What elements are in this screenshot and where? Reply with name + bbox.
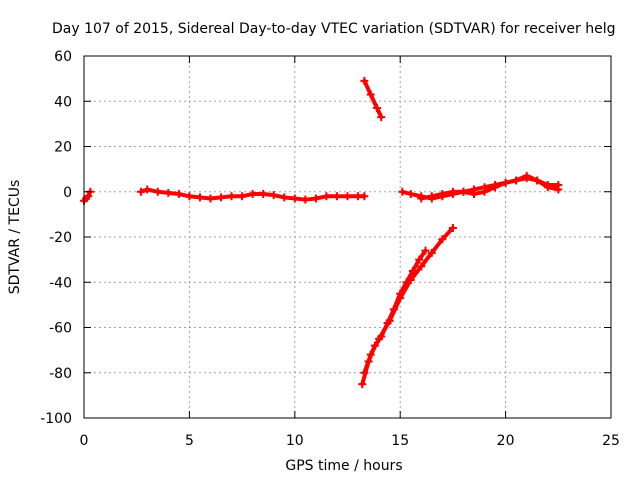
y-tick-label: 60: [54, 49, 72, 65]
data-point: [185, 192, 194, 201]
x-tick-label: 10: [286, 433, 304, 449]
data-point: [533, 176, 542, 185]
y-tick-label: -20: [49, 230, 72, 246]
data-point: [406, 190, 415, 199]
chart-title: Day 107 of 2015, Sidereal Day-to-day VTE…: [52, 21, 615, 37]
x-tick-label: 0: [80, 433, 89, 449]
data-point: [290, 194, 299, 203]
data-point: [415, 255, 424, 264]
data-point: [375, 334, 384, 343]
data-point: [448, 223, 457, 232]
y-tick-label: 20: [54, 140, 72, 156]
data-point: [459, 187, 468, 196]
data-point: [512, 176, 521, 185]
data-point: [438, 235, 447, 244]
data-point: [385, 316, 394, 325]
data-point: [427, 192, 436, 201]
data-series: [80, 76, 563, 389]
tick-labels: 0 5 10 15 20 25 -100 -80 -60 -40 -20 0 20 40 60: [40, 49, 620, 449]
data-point: [217, 193, 226, 202]
data-point: [343, 192, 352, 201]
series-track-3: [362, 78, 384, 120]
data-point: [522, 171, 531, 180]
data-point: [421, 246, 430, 255]
data-point: [332, 192, 341, 201]
data-point: [417, 262, 426, 271]
data-point: [448, 187, 457, 196]
data-point: [360, 368, 369, 377]
y-tick-label: 0: [63, 185, 72, 201]
data-point: [396, 294, 405, 303]
data-point: [366, 90, 375, 99]
series-track-5: [362, 225, 455, 375]
data-point: [195, 193, 204, 202]
data-point: [366, 350, 375, 359]
data-point: [153, 187, 162, 196]
data-point: [301, 195, 310, 204]
data-point: [469, 190, 478, 199]
data-point: [554, 185, 563, 194]
data-point: [438, 190, 447, 199]
data-point: [143, 185, 152, 194]
data-point: [398, 187, 407, 196]
y-axis-title: SDTVAR / TECUs: [7, 180, 23, 295]
x-axis-title: GPS time / hours: [285, 458, 402, 474]
data-point: [311, 194, 320, 203]
data-point: [269, 191, 278, 200]
data-point: [259, 190, 268, 199]
data-point: [427, 248, 436, 257]
x-tick-label: 25: [602, 433, 620, 449]
data-point: [322, 192, 331, 201]
y-tick-label: 40: [54, 94, 72, 110]
data-point: [164, 188, 173, 197]
data-point: [280, 193, 289, 202]
x-tick-label: 5: [185, 433, 194, 449]
data-point: [377, 113, 386, 122]
data-point: [373, 104, 382, 113]
data-point: [360, 76, 369, 85]
grid-lines: [84, 56, 611, 418]
series-track-1: [82, 189, 93, 203]
data-point: [543, 183, 552, 192]
data-point: [417, 194, 426, 203]
data-point: [238, 192, 247, 201]
data-point: [358, 380, 367, 389]
y-tick-label: -40: [49, 275, 72, 291]
data-point: [227, 192, 236, 201]
x-tick-label: 15: [391, 433, 409, 449]
y-tick-label: -100: [40, 411, 72, 427]
data-point: [360, 192, 369, 201]
data-point: [406, 275, 415, 284]
data-point: [174, 190, 183, 199]
y-tick-label: -80: [49, 366, 72, 382]
axis-ticks: [83, 55, 612, 419]
data-point: [84, 192, 93, 201]
data-point: [248, 190, 257, 199]
y-tick-label: -60: [49, 321, 72, 337]
data-point: [501, 178, 510, 187]
data-point: [491, 183, 500, 192]
data-point: [206, 194, 215, 203]
data-point: [136, 187, 145, 196]
data-point: [480, 187, 489, 196]
x-tick-label: 20: [497, 433, 515, 449]
